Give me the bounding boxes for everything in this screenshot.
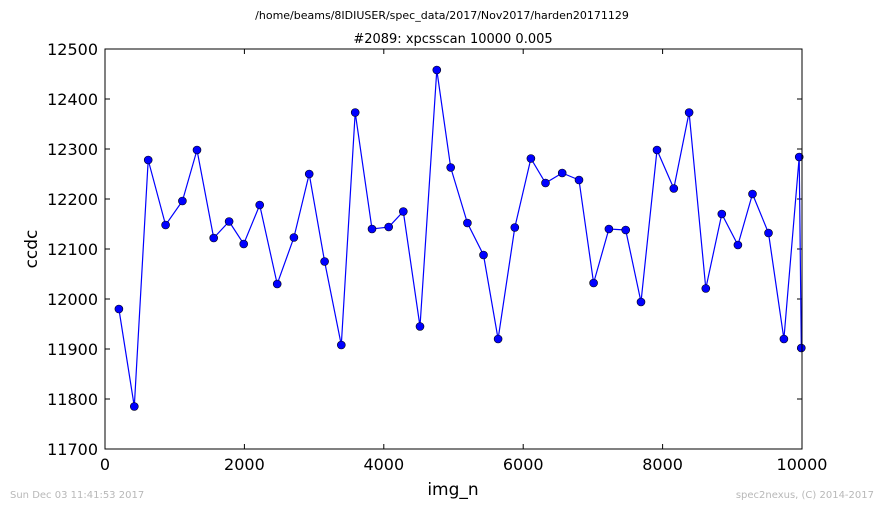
data-point bbox=[384, 222, 394, 232]
data-point bbox=[304, 169, 314, 179]
data-point bbox=[367, 224, 377, 234]
data-point bbox=[178, 196, 187, 206]
timestamp-footer: Sun Dec 03 11:41:53 2017 bbox=[10, 490, 144, 501]
data-point bbox=[209, 233, 218, 243]
data-point bbox=[621, 225, 631, 235]
data-point bbox=[636, 297, 646, 307]
data-point bbox=[130, 402, 139, 411]
y-tick-label: 12300 bbox=[47, 140, 98, 159]
data-point bbox=[161, 220, 170, 230]
data-point bbox=[289, 233, 299, 242]
data-point bbox=[717, 209, 727, 219]
data-point bbox=[541, 178, 550, 188]
series-markers bbox=[114, 65, 806, 411]
data-point bbox=[764, 228, 773, 238]
data-point bbox=[398, 207, 408, 216]
x-tick-label: 2000 bbox=[224, 455, 265, 474]
y-tick-label: 11700 bbox=[47, 440, 98, 459]
chart-title: #2089: xpcsscan 10000 0.005 bbox=[353, 32, 552, 47]
data-point bbox=[493, 334, 503, 344]
data-point bbox=[526, 154, 536, 163]
y-tick-label: 11800 bbox=[47, 390, 98, 409]
data-point bbox=[796, 343, 806, 353]
copyright-footer: spec2nexus, (C) 2014-2017 bbox=[736, 490, 874, 501]
data-series bbox=[114, 65, 806, 411]
plot-frame bbox=[104, 48, 803, 450]
x-tick-label: 4000 bbox=[363, 455, 404, 474]
data-point bbox=[589, 278, 598, 288]
data-point bbox=[733, 240, 743, 250]
plot-area bbox=[105, 49, 802, 449]
x-tick-label: 10000 bbox=[777, 455, 828, 474]
y-tick-label: 12400 bbox=[47, 90, 98, 109]
x-tick-label: 6000 bbox=[503, 455, 544, 474]
data-point bbox=[415, 322, 425, 331]
data-point bbox=[479, 250, 488, 260]
data-point bbox=[192, 145, 202, 155]
data-point bbox=[143, 155, 153, 165]
data-point bbox=[320, 257, 329, 266]
data-point bbox=[336, 340, 346, 350]
y-axis-label: ccdc bbox=[22, 230, 42, 269]
data-point bbox=[701, 284, 711, 293]
y-tick-label: 11900 bbox=[47, 340, 98, 359]
data-point bbox=[224, 217, 234, 226]
y-tick-label: 12000 bbox=[47, 290, 98, 309]
data-point bbox=[432, 65, 442, 75]
data-point bbox=[652, 145, 662, 155]
data-point bbox=[446, 163, 456, 172]
y-tick-labels: 11700 11800 11900 12000 12100 12200 12300 12400… bbox=[47, 40, 98, 459]
x-tick-labels: 0 2000 4000 6000 8000 10000 bbox=[100, 455, 828, 474]
data-point bbox=[255, 200, 265, 210]
y-tick-label: 12100 bbox=[47, 240, 98, 259]
data-point bbox=[510, 223, 520, 232]
data-point bbox=[557, 168, 567, 178]
data-point bbox=[239, 239, 248, 249]
data-point bbox=[748, 189, 757, 199]
data-point bbox=[272, 279, 282, 289]
y-tick-label: 12200 bbox=[47, 190, 98, 209]
x-tick-label: 0 bbox=[100, 455, 110, 474]
data-point bbox=[350, 108, 360, 117]
figure-suptitle: /home/beams/8IDIUSER/spec_data/2017/Nov2… bbox=[255, 9, 629, 22]
y-tick-label: 12500 bbox=[47, 40, 98, 59]
x-axis-label: img_n bbox=[427, 480, 478, 500]
x-tick-label: 8000 bbox=[642, 455, 683, 474]
data-point bbox=[669, 184, 679, 193]
data-point bbox=[574, 175, 584, 185]
data-point bbox=[463, 218, 472, 228]
data-point bbox=[114, 304, 124, 314]
data-point bbox=[794, 152, 804, 162]
data-point bbox=[604, 224, 614, 234]
data-point bbox=[684, 108, 694, 117]
data-point bbox=[779, 334, 789, 344]
